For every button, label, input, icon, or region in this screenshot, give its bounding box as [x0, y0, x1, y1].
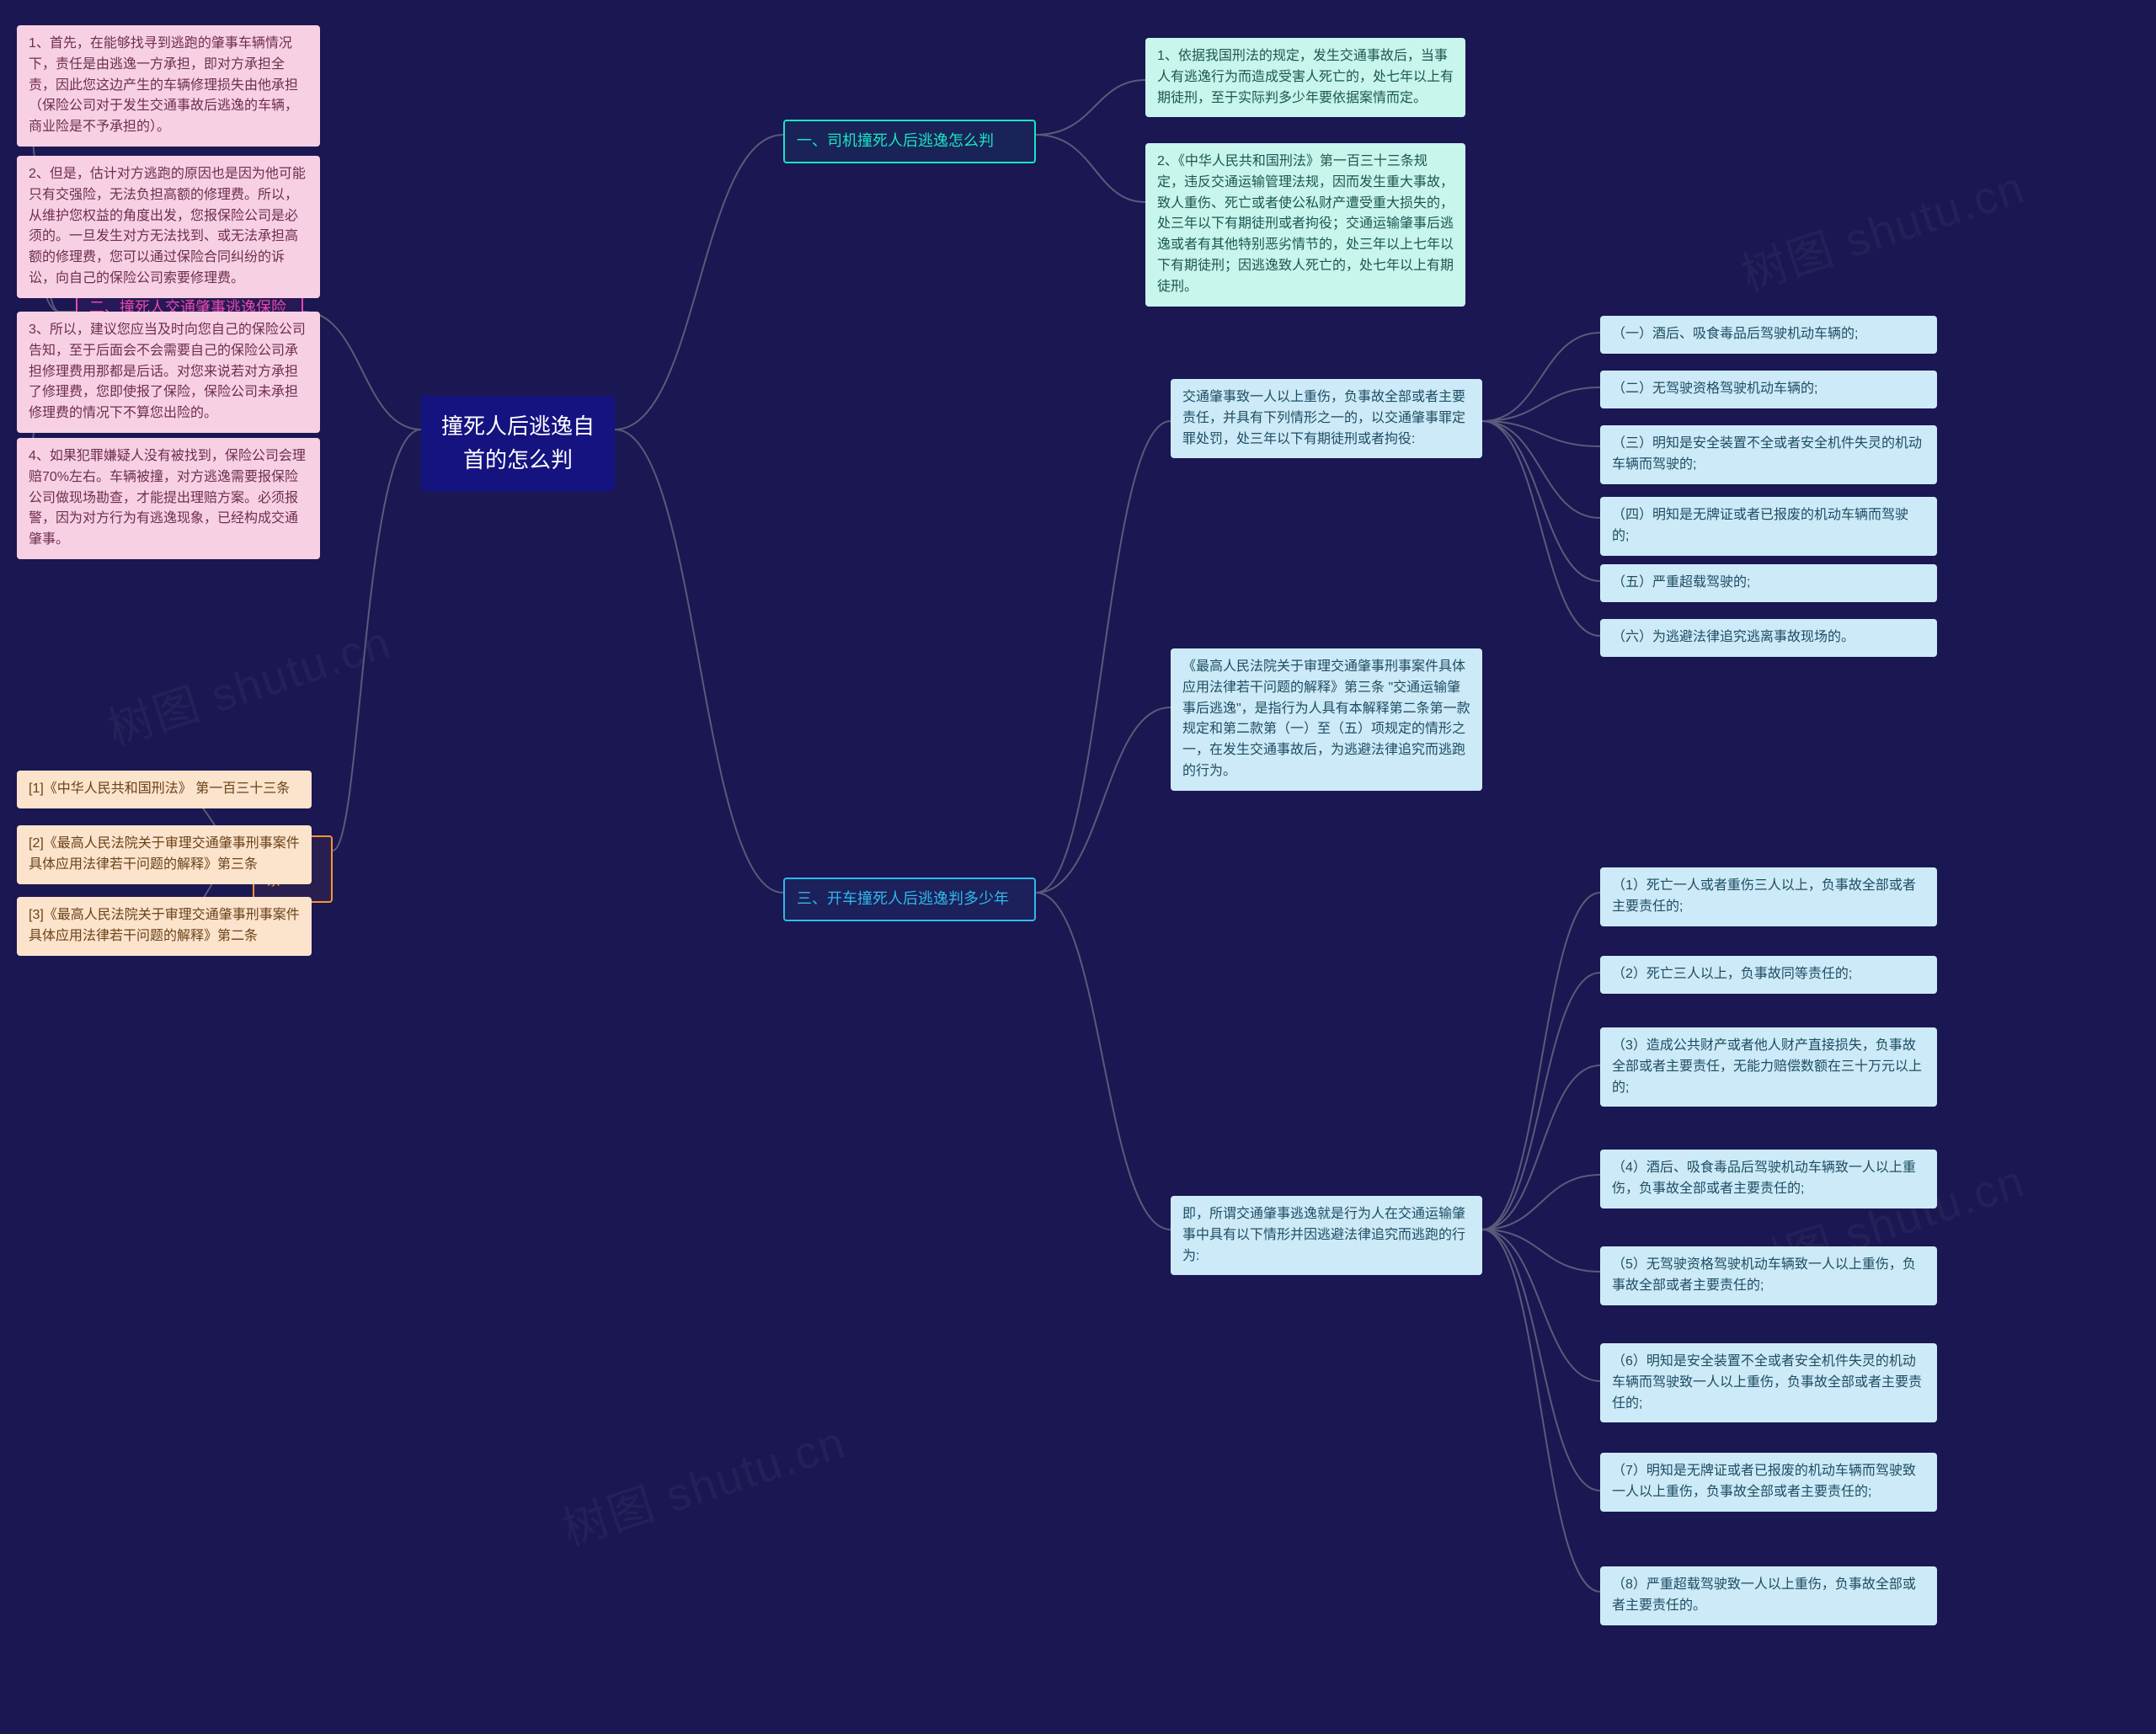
branch2-leaf-1: 2、但是，估计对方逃跑的原因也是因为他可能只有交强险，无法负担高额的修理费。所以… [17, 156, 320, 298]
branch3-sub3-leaf-0: （1）死亡一人或者重伤三人以上，负事故全部或者主要责任的; [1600, 867, 1937, 926]
branch3-sub1-leaf-1: （二）无驾驶资格驾驶机动车辆的; [1600, 371, 1937, 408]
branch3-sub1-leaf-5: （六）为逃避法律追究逃离事故现场的。 [1600, 619, 1937, 657]
branch3-sub2: 《最高人民法院关于审理交通肇事刑事案件具体应用法律若干问题的解释》第三条 "交通… [1171, 648, 1482, 791]
branch3-sub3-leaf-5: （6）明知是安全装置不全或者安全机件失灵的机动车辆而驾驶致一人以上重伤，负事故全… [1600, 1343, 1937, 1422]
branch3-sub1-leaf-4: （五）严重超载驾驶的; [1600, 564, 1937, 602]
branch3-sub3: 即，所谓交通肇事逃逸就是行为人在交通运输肇事中具有以下情形并因逃避法律追究而逃跑… [1171, 1196, 1482, 1275]
branch-3: 三、开车撞死人后逃逸判多少年 [783, 878, 1036, 921]
branch3-sub1-leaf-0: （一）酒后、吸食毒品后驾驶机动车辆的; [1600, 316, 1937, 354]
branch2-leaf-3: 4、如果犯罪嫌疑人没有被找到，保险公司会理赔70%左右。车辆被撞，对方逃逸需要报… [17, 438, 320, 559]
branch3-sub3-leaf-3: （4）酒后、吸食毒品后驾驶机动车辆致一人以上重伤，负事故全部或者主要责任的; [1600, 1150, 1937, 1208]
branch2-leaf-2: 3、所以，建议您应当及时向您自己的保险公司告知，至于后面会不会需要自己的保险公司… [17, 312, 320, 433]
watermark: 树图 shutu.cn [552, 1405, 852, 1559]
branch1-leaf-0: 1、依据我国刑法的规定，发生交通事故后，当事人有逃逸行为而造成受害人死亡的，处七… [1145, 38, 1465, 117]
branch2-leaf-0: 1、首先，在能够找寻到逃跑的肇事车辆情况下，责任是由逃逸一方承担，即对方承担全责… [17, 25, 320, 147]
branch4-leaf-1: [2]《最高人民法院关于审理交通肇事刑事案件具体应用法律若干问题的解释》第三条 [17, 825, 312, 884]
watermark: 树图 shutu.cn [98, 605, 398, 759]
root-node: 撞死人后逃逸自首的怎么判 [421, 396, 615, 491]
branch4-leaf-0: [1]《中华人民共和国刑法》 第一百三十三条 [17, 771, 312, 808]
branch1-leaf-1: 2、《中华人民共和国刑法》第一百三十三条规定，违反交通运输管理法规，因而发生重大… [1145, 143, 1465, 307]
branch3-sub3-leaf-6: （7）明知是无牌证或者已报废的机动车辆而驾驶致一人以上重伤，负事故全部或者主要责… [1600, 1453, 1937, 1512]
branch-1: 一、司机撞死人后逃逸怎么判 [783, 120, 1036, 163]
branch3-sub3-leaf-7: （8）严重超载驾驶致一人以上重伤，负事故全部或者主要责任的。 [1600, 1566, 1937, 1625]
watermark: 树图 shutu.cn [1732, 150, 2031, 304]
branch3-sub3-leaf-2: （3）造成公共财产或者他人财产直接损失，负事故全部或者主要责任，无能力赔偿数额在… [1600, 1027, 1937, 1107]
branch3-sub3-leaf-1: （2）死亡三人以上，负事故同等责任的; [1600, 956, 1937, 994]
branch3-sub1-leaf-2: （三）明知是安全装置不全或者安全机件失灵的机动车辆而驾驶的; [1600, 425, 1937, 484]
branch3-sub1: 交通肇事致一人以上重伤，负事故全部或者主要责任，并具有下列情形之一的，以交通肇事… [1171, 379, 1482, 458]
branch3-sub1-leaf-3: （四）明知是无牌证或者已报废的机动车辆而驾驶的; [1600, 497, 1937, 556]
branch3-sub3-leaf-4: （5）无驾驶资格驾驶机动车辆致一人以上重伤，负事故全部或者主要责任的; [1600, 1246, 1937, 1305]
branch4-leaf-2: [3]《最高人民法院关于审理交通肇事刑事案件具体应用法律若干问题的解释》第二条 [17, 897, 312, 956]
